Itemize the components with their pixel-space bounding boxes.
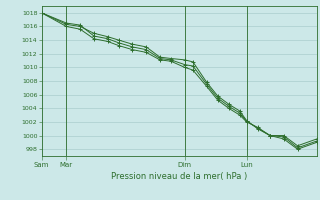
X-axis label: Pression niveau de la mer( hPa ): Pression niveau de la mer( hPa ) [111,172,247,181]
